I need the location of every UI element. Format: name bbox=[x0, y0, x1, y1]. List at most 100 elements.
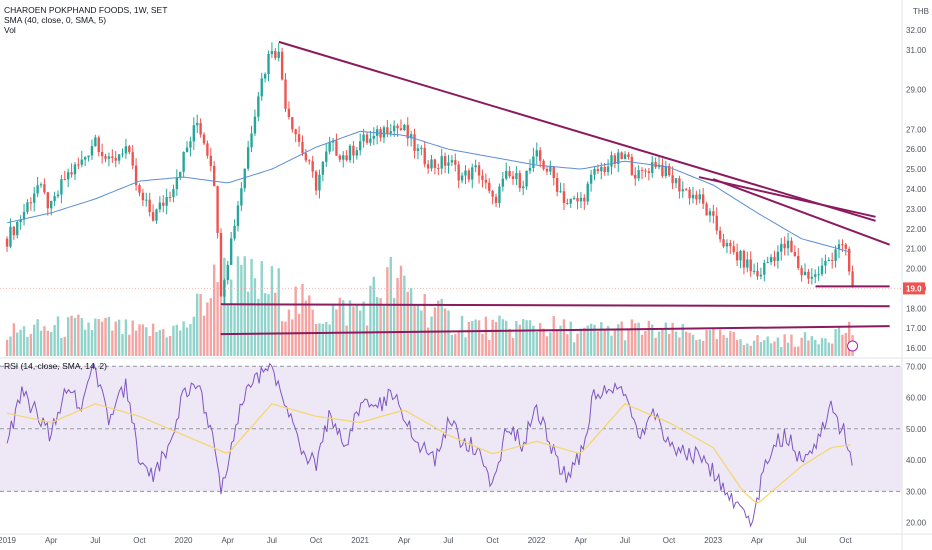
candle-body bbox=[46, 192, 49, 209]
candle-body bbox=[766, 262, 769, 264]
candle-body bbox=[498, 186, 501, 204]
volume-bar bbox=[841, 334, 844, 356]
candle-body bbox=[634, 174, 637, 179]
time-tick-label: Jul bbox=[620, 536, 630, 545]
candle-body bbox=[94, 137, 97, 147]
volume-bar bbox=[182, 321, 185, 356]
candle-body bbox=[715, 215, 718, 231]
time-tick-label: 2020 bbox=[175, 536, 193, 545]
volume-bar bbox=[800, 337, 803, 356]
price-tick-label: 24.00 bbox=[906, 185, 927, 194]
candle-body bbox=[257, 96, 260, 117]
candle-body bbox=[708, 211, 712, 216]
trendline bbox=[220, 303, 890, 308]
candle-body bbox=[53, 196, 56, 201]
candle-body bbox=[396, 125, 399, 129]
volume-bar bbox=[572, 342, 576, 356]
candle-body bbox=[90, 146, 94, 156]
candle-body bbox=[97, 137, 100, 152]
volume-bar bbox=[328, 324, 331, 356]
candle-body bbox=[752, 270, 756, 272]
volume-bar bbox=[610, 335, 613, 356]
candle-body bbox=[16, 221, 19, 236]
candle-body bbox=[620, 152, 623, 160]
volume-bar bbox=[651, 324, 654, 356]
volume-bar bbox=[562, 319, 566, 356]
volume-bar bbox=[396, 278, 399, 356]
candle-body bbox=[664, 165, 668, 177]
volume-bar bbox=[566, 334, 569, 356]
volume-bar bbox=[827, 342, 830, 356]
candle-body bbox=[253, 116, 257, 134]
volume-bar bbox=[634, 323, 637, 356]
candle-body bbox=[36, 185, 39, 194]
volume-bar bbox=[280, 321, 284, 356]
volume-bar bbox=[423, 294, 426, 356]
candle-body bbox=[233, 225, 236, 239]
candle-body bbox=[763, 262, 766, 275]
candle-body bbox=[304, 153, 308, 161]
volume-bar bbox=[284, 321, 287, 356]
volume-bar bbox=[685, 331, 688, 356]
candle-body bbox=[199, 123, 202, 135]
candle-body bbox=[457, 164, 460, 181]
volume-bar bbox=[97, 319, 100, 356]
candle-body bbox=[603, 166, 606, 173]
volume-legend: Vol bbox=[4, 25, 16, 35]
price-tick-label: 18.00 bbox=[906, 304, 927, 313]
time-tick-label: 2023 bbox=[704, 536, 722, 545]
price-tick-label: 20.00 bbox=[906, 265, 927, 274]
volume-bar bbox=[294, 286, 297, 356]
volume-bar bbox=[678, 337, 681, 356]
candle-body bbox=[226, 264, 229, 281]
candle-body bbox=[284, 79, 287, 109]
candle-body bbox=[406, 124, 409, 139]
candle-body bbox=[338, 155, 342, 160]
candle-body bbox=[718, 230, 722, 240]
volume-bar bbox=[124, 319, 128, 356]
volume-bar bbox=[263, 293, 267, 356]
candle-body bbox=[535, 150, 538, 157]
trendline bbox=[278, 40, 876, 222]
candle-body bbox=[121, 153, 124, 155]
volume-bar bbox=[505, 320, 508, 356]
volume-bar bbox=[454, 334, 457, 356]
currency-label: THB bbox=[913, 7, 929, 16]
volume-bar bbox=[270, 266, 274, 356]
price-tick-label: 25.00 bbox=[906, 165, 927, 174]
candle-body bbox=[263, 74, 267, 79]
candle-body bbox=[783, 243, 786, 249]
candle-body bbox=[831, 259, 834, 261]
candle-body bbox=[800, 267, 803, 276]
volume-bar bbox=[243, 256, 246, 356]
volume-bar bbox=[790, 334, 793, 356]
candle-body bbox=[803, 271, 807, 276]
volume-bar bbox=[617, 324, 620, 356]
volume-bar bbox=[168, 335, 172, 356]
volume-bar bbox=[192, 316, 196, 356]
volume-bar bbox=[834, 329, 837, 356]
rsi-layer bbox=[0, 362, 902, 528]
volume-bar bbox=[555, 329, 559, 356]
candle-body bbox=[325, 151, 328, 162]
volume-bar bbox=[240, 264, 243, 356]
candle-body bbox=[491, 190, 494, 197]
candle-body bbox=[29, 202, 33, 204]
volume-bar bbox=[528, 320, 532, 356]
candle-body bbox=[484, 179, 488, 183]
volume-bar bbox=[430, 316, 433, 356]
candle-body bbox=[355, 150, 359, 156]
volume-bar bbox=[786, 342, 790, 356]
candle-body bbox=[107, 156, 111, 159]
volume-bar bbox=[128, 334, 131, 356]
candle-body bbox=[243, 168, 246, 189]
volume-bar bbox=[824, 338, 827, 356]
candle-body bbox=[362, 134, 365, 142]
volume-bar bbox=[742, 345, 746, 356]
candle-body bbox=[494, 196, 498, 204]
candle-body bbox=[613, 155, 617, 164]
rsi-tick-label: 60.00 bbox=[906, 394, 927, 403]
candle-body bbox=[817, 274, 820, 276]
volume-bar bbox=[525, 320, 528, 356]
